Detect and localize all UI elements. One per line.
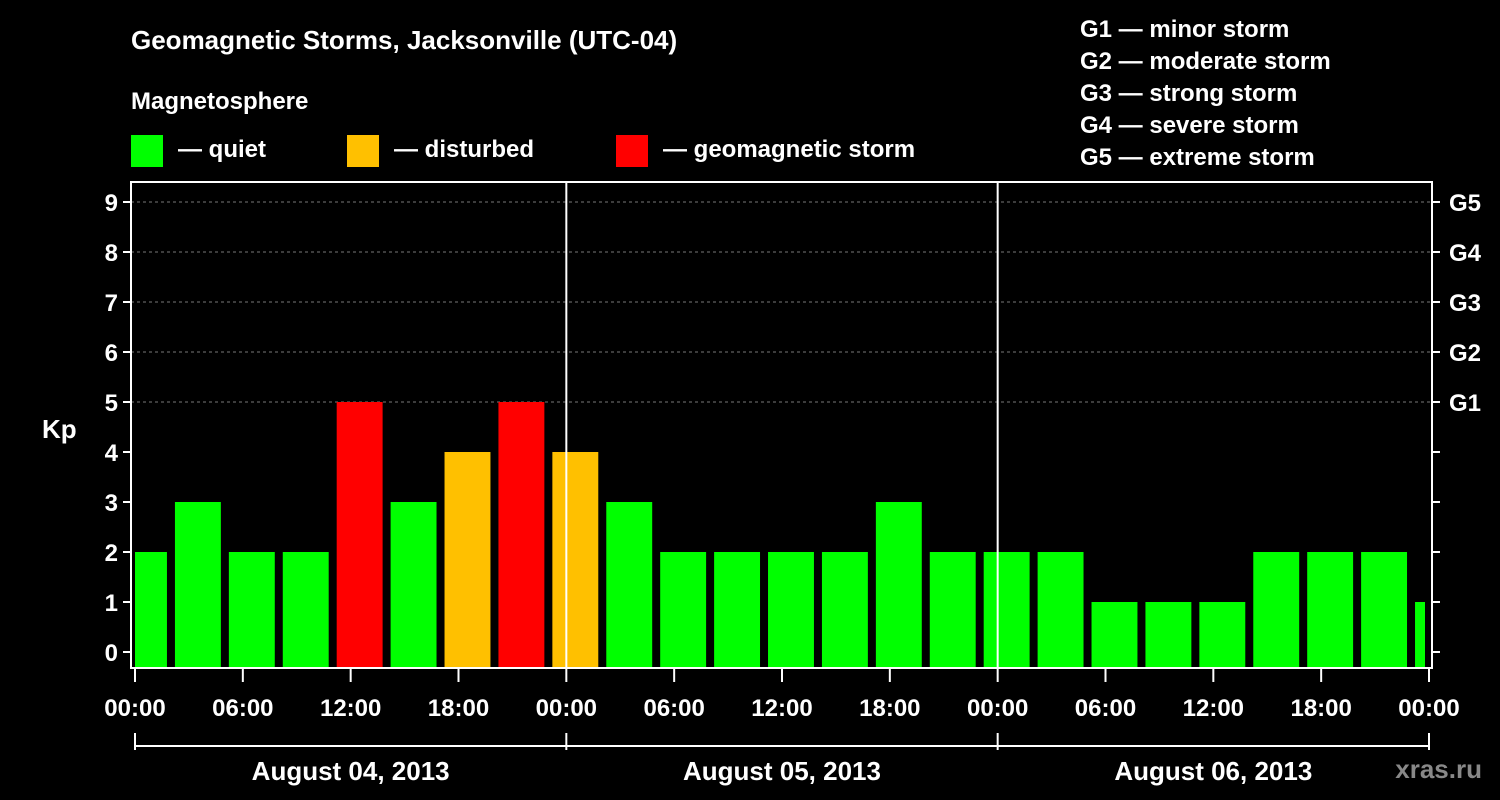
legend-label-storm: — geomagnetic storm <box>663 136 915 163</box>
kp-bar-25 <box>1415 602 1425 668</box>
day-label: August 04, 2013 <box>252 756 450 786</box>
x-tick-label: 18:00 <box>859 695 920 722</box>
legend-swatch-disturbed <box>347 135 379 167</box>
x-tick-label: 12:00 <box>320 695 381 722</box>
y-tick-label: 2 <box>105 540 118 567</box>
kp-bar-21 <box>1199 602 1246 668</box>
bars <box>135 402 1425 668</box>
x-tick-label: 18:00 <box>1290 695 1351 722</box>
y-tick-label: 5 <box>105 390 118 417</box>
x-tick-label: 00:00 <box>1398 695 1459 722</box>
kp-bar-14 <box>821 552 868 668</box>
legend: — quiet — disturbed — geomagnetic storm <box>131 135 915 167</box>
x-tick-label: 06:00 <box>212 695 273 722</box>
chart-title: Geomagnetic Storms, Jacksonville (UTC-04… <box>131 25 677 55</box>
y-tick-label: 7 <box>105 290 118 317</box>
y-tick-label: 8 <box>105 240 118 267</box>
x-tick-label: 00:00 <box>536 695 597 722</box>
legend-swatch-quiet <box>131 135 163 167</box>
x-tick-label: 12:00 <box>1183 695 1244 722</box>
legend-label-quiet: — quiet <box>178 136 266 163</box>
x-tick-label: 06:00 <box>1075 695 1136 722</box>
x-tick-label: 18:00 <box>428 695 489 722</box>
storm-scale-g3: G3 — strong storm <box>1080 80 1297 107</box>
kp-bar-19 <box>1091 602 1138 668</box>
kp-bar-12 <box>714 552 761 668</box>
grid-lines <box>131 201 1432 403</box>
kp-bar-9 <box>552 452 599 668</box>
legend-swatch-storm <box>616 135 648 167</box>
day-label: August 06, 2013 <box>1114 756 1312 786</box>
axes <box>123 181 1440 750</box>
kp-bar-2 <box>174 502 221 668</box>
kp-bar-7 <box>444 452 491 668</box>
storm-scale-g5: G5 — extreme storm <box>1080 144 1315 171</box>
x-tick-label: 12:00 <box>751 695 812 722</box>
kp-bar-4 <box>282 552 329 668</box>
right-tick-label-g5: G5 <box>1449 190 1481 217</box>
x-tick-label: 00:00 <box>967 695 1028 722</box>
right-tick-label-g2: G2 <box>1449 340 1481 367</box>
watermark: xras.ru <box>1395 754 1482 784</box>
kp-bar-16 <box>929 552 976 668</box>
chart-subtitle: Magnetosphere <box>131 88 308 115</box>
kp-bar-22 <box>1253 552 1300 668</box>
storm-scale-g4: G4 — severe storm <box>1080 112 1299 139</box>
right-tick-label-g4: G4 <box>1449 240 1482 267</box>
kp-bar-24 <box>1361 552 1408 668</box>
storm-scale-legend: G1 — minor storm G2 — moderate storm G3 … <box>1080 16 1331 171</box>
storm-scale-g1: G1 — minor storm <box>1080 16 1289 43</box>
y-tick-label: 6 <box>105 340 118 367</box>
day-label: August 05, 2013 <box>683 756 881 786</box>
kp-bar-13 <box>768 552 814 668</box>
kp-bar-15 <box>875 502 922 668</box>
kp-bar-20 <box>1145 602 1192 668</box>
kp-bar-5 <box>336 402 383 668</box>
right-tick-label-g3: G3 <box>1449 290 1481 317</box>
kp-bar-17 <box>983 552 1030 668</box>
kp-bar-11 <box>660 552 707 668</box>
y-tick-label: 9 <box>105 190 118 217</box>
kp-bar-6 <box>390 502 437 668</box>
storm-scale-g2: G2 — moderate storm <box>1080 48 1331 75</box>
kp-bar-3 <box>228 552 275 668</box>
y-tick-label: 0 <box>105 640 118 667</box>
kp-bar-10 <box>606 502 653 668</box>
kp-bar-8 <box>498 402 545 668</box>
kp-bar-18 <box>1037 552 1084 668</box>
kp-bar-23 <box>1307 552 1354 668</box>
tick-labels: 0 1 2 3 4 5 6 7 8 9 G1 G2 G3 G4 G5 00:00 06:00 12:00 18:00… <box>104 190 1481 786</box>
x-tick-label: 00:00 <box>104 695 165 722</box>
y-tick-label: 3 <box>105 490 118 517</box>
y-axis-label: Kp <box>42 414 77 444</box>
y-tick-label: 4 <box>105 440 119 467</box>
right-tick-label-g1: G1 <box>1449 390 1481 417</box>
legend-label-disturbed: — disturbed <box>394 136 534 163</box>
kp-bar-1 <box>135 552 167 668</box>
x-tick-label: 06:00 <box>643 695 704 722</box>
y-tick-label: 1 <box>105 590 118 617</box>
